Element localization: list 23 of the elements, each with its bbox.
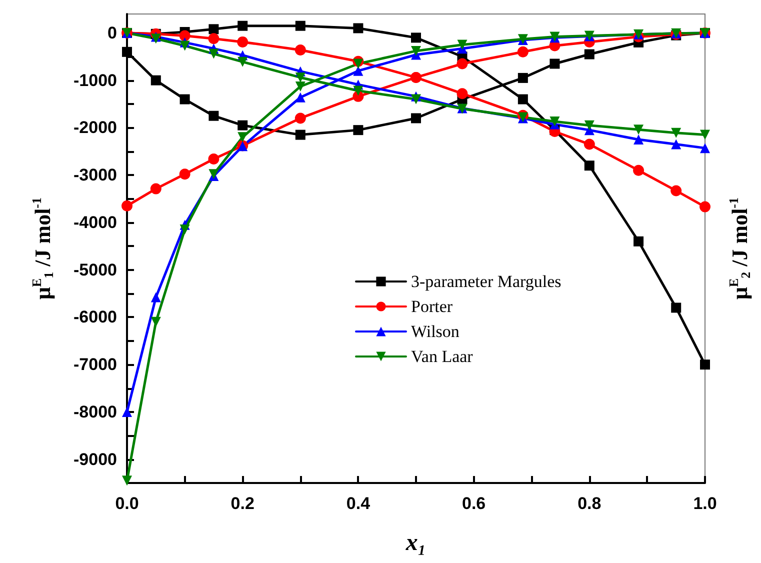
y2-axis-title: μE2 /J mol-1 <box>726 197 753 300</box>
y-tick-label: -2000 <box>74 118 117 138</box>
x-tick-label: 0.4 <box>346 494 371 513</box>
legend-label: Porter <box>411 297 453 316</box>
y-tick-label: -3000 <box>74 166 117 185</box>
y-tick-label: -9000 <box>74 450 117 469</box>
legend-label: 3-parameter Margules <box>411 272 562 291</box>
y-tick-label: -4000 <box>74 212 117 232</box>
x-tick-label: 0.6 <box>462 494 486 513</box>
x-tick-label: 1.0 <box>693 494 717 513</box>
y-axis-title: μE1 /J mol-1 <box>29 197 56 300</box>
y-tick-label: -7000 <box>74 355 117 374</box>
legend-label: Van Laar <box>411 347 474 366</box>
y-tick-label: 0 <box>108 23 117 42</box>
y-tick-label: -5000 <box>74 260 117 280</box>
y-tick-label: -8000 <box>74 402 117 422</box>
y-tick-label: -6000 <box>74 308 117 327</box>
x-axis-title: x₁ <box>404 530 426 556</box>
y-tick-label: -1000 <box>74 70 117 90</box>
x-tick-label: 0.0 <box>115 494 139 513</box>
x-tick-label: 0.2 <box>230 494 254 513</box>
x-tick-label: 0.8 <box>578 494 602 513</box>
legend-label: Wilson <box>411 322 460 341</box>
